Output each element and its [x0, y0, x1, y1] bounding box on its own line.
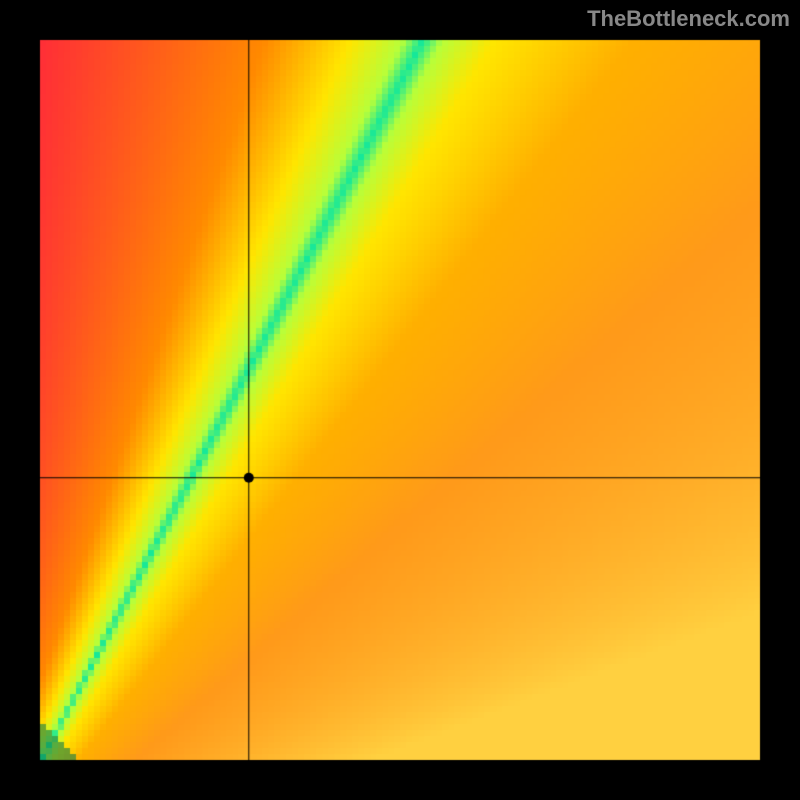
chart-container: { "watermark": { "text": "TheBottleneck.…	[0, 0, 800, 800]
bottleneck-heatmap	[0, 0, 800, 800]
